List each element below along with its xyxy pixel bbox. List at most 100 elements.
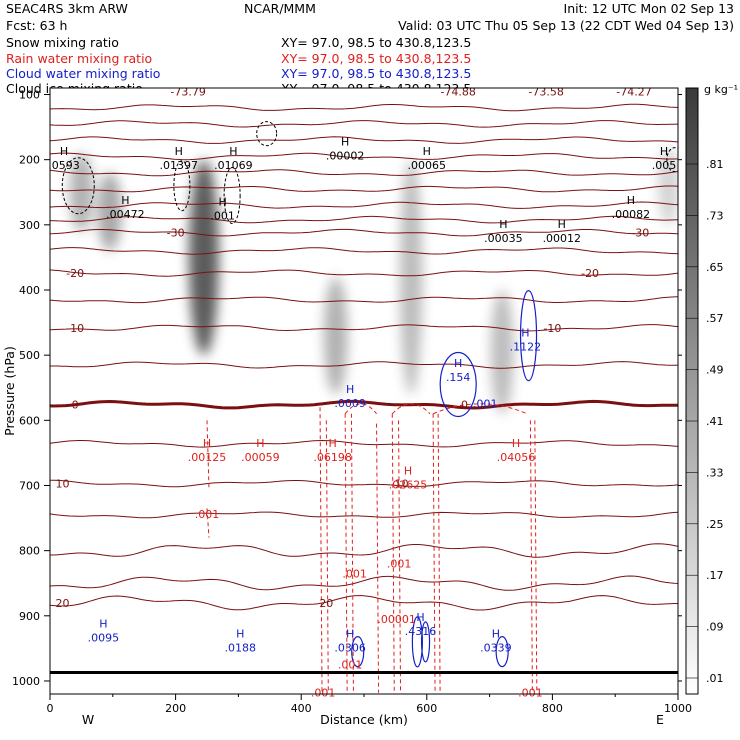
snow-max-value: .01397: [159, 159, 198, 172]
y-tick-label: 900: [19, 610, 40, 623]
rain-contour: [325, 420, 329, 693]
isotherm-line: [50, 120, 678, 128]
isotherm-label: -10: [543, 322, 561, 335]
cloud-water-contour: [439, 351, 477, 418]
colorbar-label: .33: [706, 466, 724, 479]
isotherm-label: 20: [319, 597, 333, 610]
rain-max-marker: H: [328, 437, 336, 450]
cloud-water-contours: [351, 290, 538, 668]
rain-max-marker: H: [256, 437, 264, 450]
isotherm-line: [50, 361, 678, 369]
rain-max-marker: H: [203, 437, 211, 450]
rain-contour: [437, 413, 441, 693]
snow-max-marker: H: [60, 145, 68, 158]
colorbar-label: .57: [706, 312, 724, 325]
snow-max-marker: H: [660, 145, 668, 158]
snow-max-marker: H: [121, 194, 129, 207]
colorbar-label: .09: [706, 621, 724, 634]
snow-max-value: .00082: [612, 208, 651, 221]
rain-contours: [206, 403, 538, 693]
rain-contour-label: .001: [387, 558, 412, 571]
x-tick-label: 1000: [664, 702, 692, 715]
rain-max-marker: H: [404, 464, 412, 477]
isotherm-line: [50, 103, 678, 112]
snow-max-value: .001: [210, 209, 235, 222]
y-tick-label: 1000: [12, 675, 40, 688]
cloud-water-max-value: .0009: [334, 397, 366, 410]
cloud-ice-contour: [61, 157, 95, 215]
rain-contour-label: .00001: [377, 613, 416, 626]
isotherm-label: 10: [56, 478, 70, 491]
cloud-water-max-marker: H: [99, 618, 107, 631]
rain-contour: [376, 423, 380, 693]
snow-max-value: .01069: [214, 159, 253, 172]
cloud-water-contour: [519, 290, 538, 382]
legend-snow-name: Snow mixing ratio: [6, 35, 119, 50]
freezing-level-isotherm: [50, 399, 678, 410]
snow-plume: [399, 159, 423, 395]
legend-rain-name: Rain water mixing ratio: [6, 51, 152, 66]
snow-max-value: .00472: [106, 208, 145, 221]
cloud-water-contour: [351, 636, 365, 668]
cloud-water-max-value: .154: [446, 371, 471, 384]
rain-contour-label: .001: [311, 687, 336, 700]
cloud-water-contour: [411, 616, 423, 668]
rain-max-value: .00059: [241, 451, 280, 464]
cloud-ice-contour: [256, 121, 278, 147]
cloud-ice-contours: [61, 121, 678, 225]
x-axis-east-label: E: [656, 712, 664, 727]
y-tick-label: 300: [19, 219, 40, 232]
snow-max-value: .00035: [484, 232, 523, 245]
snow-max-marker: H: [341, 135, 349, 148]
header-valid-time: Valid: 03 UTC Thu 05 Sep 13 (22 CDT Wed …: [398, 18, 734, 33]
cloud-water-max-value: .4316: [405, 625, 437, 638]
isotherm-label: 0: [461, 399, 468, 412]
contour-labels: -30 -30 -20 -20 -10 -10 0 0 10 10 20 20 -73.79 -74.88…: [48, 85, 676, 699]
snow-max-marker: H: [175, 145, 183, 158]
snow-plume: [490, 290, 514, 414]
colorbar-label: .65: [706, 261, 724, 274]
colorbar-label: .17: [706, 569, 724, 582]
rain-max-value: .02625: [389, 478, 428, 491]
rain-max-value: .04056: [497, 451, 536, 464]
isotherm-line: [50, 479, 678, 488]
rain-contour-label: .001: [518, 687, 543, 700]
colorbar-label: .81: [706, 158, 724, 171]
rain-max-marker: H: [512, 437, 520, 450]
y-tick-label: 500: [19, 349, 40, 362]
top-temperature-label: -73.58: [528, 85, 563, 98]
cloud-water-max-marker: H: [346, 383, 354, 396]
rain-contour: [529, 420, 533, 693]
x-tick-label: 600: [416, 702, 437, 715]
y-tick-label: 400: [19, 284, 40, 297]
y-tick-label: 200: [19, 154, 40, 167]
y-axis-label: Pressure (hPa): [2, 346, 17, 436]
x-tick-label: 200: [165, 702, 186, 715]
isotherm-line: [50, 185, 678, 193]
colorbar-label: .41: [706, 415, 724, 428]
isotherm-line: [50, 269, 678, 277]
top-temperature-label: -74.27: [616, 85, 651, 98]
isotherm-label: -30: [631, 227, 649, 240]
isotherm-label: -20: [66, 267, 84, 280]
rain-contour: [391, 413, 395, 693]
rain-contour: [206, 420, 210, 489]
isotherm-line: [50, 136, 678, 144]
rain-max-value: .00125: [188, 451, 227, 464]
terrain-surface: [50, 671, 678, 674]
rain-contour-label: .001: [195, 508, 220, 521]
colorbar-ticks: .81 .73 .65 .57 .49 .41 .33 .25 .17 .09 .01: [686, 158, 724, 685]
x-tick-label: 800: [542, 702, 563, 715]
y-tick-label: 800: [19, 545, 40, 558]
rain-contour-label: .001: [338, 659, 363, 672]
snow-max-value: .005: [652, 159, 677, 172]
rain-contour-arch: [344, 403, 377, 415]
colorbar-label: .49: [706, 364, 724, 377]
isotherm-line: [50, 575, 678, 591]
rain-contour: [344, 413, 348, 693]
snow-max-value: .0593: [48, 159, 80, 172]
rain-max-value: .06198: [313, 451, 352, 464]
rain-contour-arch: [432, 403, 528, 415]
